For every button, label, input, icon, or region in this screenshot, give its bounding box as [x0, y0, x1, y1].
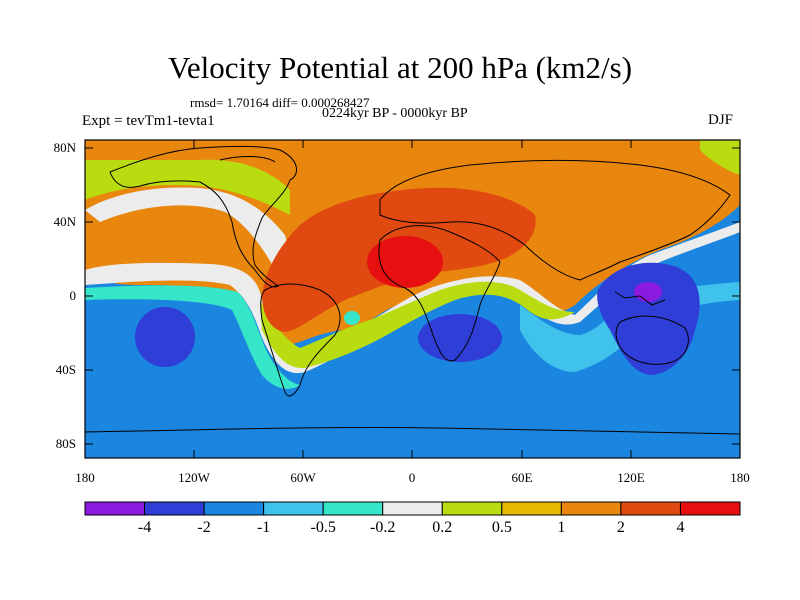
colorbar-label: 2 — [616, 519, 625, 536]
colorbar — [84, 501, 741, 516]
experiment-label: Expt = tevTm1-tevta1 — [82, 113, 215, 129]
lat-tick-label: 40N — [53, 214, 76, 229]
lat-tick-label: 80N — [53, 140, 76, 155]
colorbar-swatch — [263, 501, 324, 516]
lat-tick-label: 80S — [55, 436, 76, 451]
colorbar-swatch — [620, 501, 681, 516]
lon-tick-label: 0 — [408, 470, 416, 485]
colorbar-label: -1 — [256, 519, 271, 536]
lon-tick-label: 60W — [290, 470, 316, 485]
lat-tick-label: 40S — [55, 362, 76, 377]
colorbar-label: 1 — [557, 519, 566, 536]
coastlines — [85, 145, 740, 435]
lon-tick-label: 180 — [75, 470, 95, 485]
colorbar-swatch — [679, 501, 741, 516]
lon-tick-label: 120W — [178, 470, 210, 485]
colorbar-swatch — [322, 501, 384, 516]
colorbar-swatch — [441, 501, 503, 516]
colorbar-label: -0.5 — [310, 519, 336, 536]
colorbar-label: -2 — [197, 519, 211, 536]
colorbar-swatch — [560, 501, 622, 516]
velocity-potential-field — [85, 140, 740, 458]
colorbar-label: -0.2 — [370, 519, 396, 536]
colorbar-swatch — [382, 501, 443, 516]
colorbar-label: 0.5 — [491, 519, 512, 536]
rmsd-label: rmsd= 1.70164 diff= 0.000268427 — [190, 95, 370, 110]
period-label: 0224kyr BP - 0000kyr BP — [322, 106, 468, 121]
season-label: DJF — [708, 112, 734, 128]
colorbar-swatch — [501, 501, 562, 516]
colorbar-label: 0.2 — [432, 519, 453, 536]
colorbar-swatch — [203, 501, 265, 516]
colorbar-swatch — [84, 501, 146, 516]
colorbar-swatch — [144, 501, 205, 516]
lat-tick-label: 0 — [69, 288, 77, 303]
colorbar-label: -4 — [137, 519, 152, 536]
tick-marks — [84, 140, 741, 458]
colorbar-label: 4 — [676, 519, 685, 536]
lon-tick-label: 180 — [730, 470, 750, 485]
map-title: Velocity Potential at 200 hPa (km2/s) — [167, 50, 633, 85]
lon-tick-label: 120E — [617, 470, 645, 485]
lon-tick-label: 60E — [511, 470, 533, 485]
